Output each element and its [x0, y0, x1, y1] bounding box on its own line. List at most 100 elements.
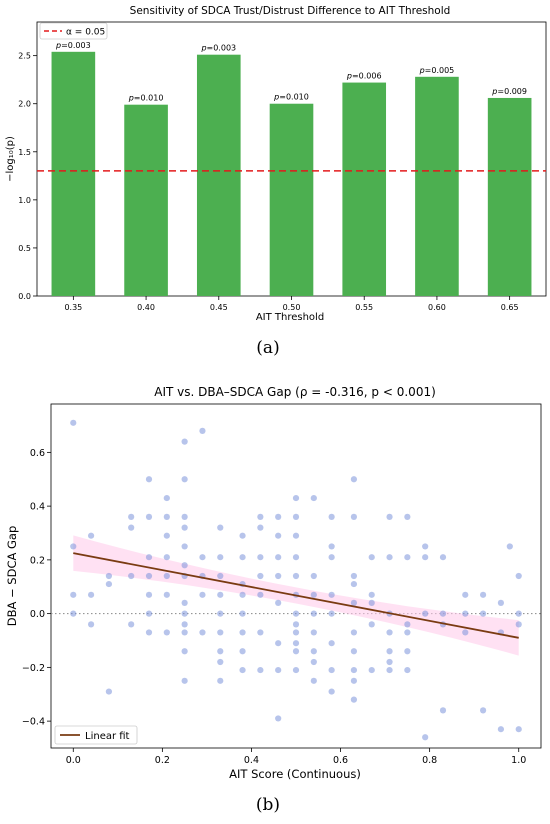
scatter-point — [199, 554, 206, 561]
scatter-point — [368, 591, 375, 598]
chart-a: Sensitivity of SDCA Trust/Distrust Diffe… — [5, 5, 547, 358]
chart-b-legend-label: Linear fit — [85, 731, 130, 742]
scatter-point — [199, 427, 206, 434]
scatter-point — [328, 666, 335, 674]
scatter-point — [328, 591, 335, 598]
scatter-point — [163, 572, 170, 580]
bar-0.40 — [124, 104, 168, 297]
scatter-point — [217, 591, 224, 598]
chart-a-xtick-label: 0.35 — [64, 303, 82, 312]
scatter-point — [328, 554, 335, 561]
scatter-point — [163, 494, 170, 502]
scatter-point — [310, 648, 317, 655]
scatter-point — [292, 621, 300, 628]
chart-a-xtick-label: 0.40 — [137, 303, 155, 312]
scatter-point — [515, 572, 522, 580]
scatter-point — [515, 621, 522, 628]
scatter-point — [292, 610, 300, 617]
scatter-point — [70, 543, 77, 550]
scatter-point — [128, 572, 135, 580]
scatter-point — [439, 554, 447, 561]
scatter-point — [87, 621, 95, 628]
scatter-point — [292, 666, 300, 674]
scatter-point — [404, 621, 411, 628]
scatter-point — [310, 591, 317, 598]
scatter-point — [105, 688, 113, 695]
scatter-point — [181, 476, 188, 483]
scatter-point — [275, 532, 282, 539]
scatter-point — [328, 513, 335, 520]
scatter-point — [163, 554, 170, 561]
scatter-point — [199, 629, 206, 636]
chart-a-ylabel: −log₁₀(p) — [5, 136, 16, 182]
scatter-point — [87, 532, 95, 539]
scatter-point — [239, 648, 246, 655]
bar-label: p=0.009 — [491, 87, 527, 96]
scatter-point — [217, 554, 224, 561]
scatter-point — [239, 591, 246, 598]
chart-a-xtick-label: 0.65 — [501, 303, 519, 312]
scatter-point — [145, 572, 153, 580]
chart-b-xtick-label: 1.0 — [511, 755, 526, 766]
scatter-point — [310, 658, 317, 666]
scatter-point — [350, 696, 358, 703]
scatter-point — [128, 621, 135, 628]
scatter-point — [163, 513, 170, 520]
scatter-point — [515, 610, 522, 617]
bar-label: p=0.005 — [419, 66, 455, 75]
scatter-point — [239, 554, 246, 561]
bar-0.65 — [487, 97, 532, 297]
scatter-point — [275, 666, 282, 674]
chart-a-xtick-label: 0.60 — [428, 303, 446, 312]
scatter-point — [328, 543, 335, 550]
scatter-point — [87, 591, 95, 598]
scatter-point — [515, 726, 522, 733]
scatter-point — [163, 591, 170, 598]
scatter-point — [145, 554, 153, 561]
bar-label: p=0.006 — [346, 72, 382, 81]
chart-a-caption: (a) — [256, 338, 279, 358]
chart-a-ytick-label: 2.0 — [18, 100, 31, 109]
bar-label: p=0.003 — [55, 41, 91, 50]
scatter-point — [292, 648, 300, 655]
scatter-point — [462, 591, 469, 598]
scatter-point — [310, 629, 317, 636]
scatter-point — [257, 591, 264, 598]
scatter-point — [217, 629, 224, 636]
scatter-point — [181, 599, 188, 606]
chart-b-xtick-label: 0.8 — [422, 755, 437, 766]
scatter-point — [506, 543, 513, 550]
scatter-point — [350, 580, 358, 588]
scatter-point — [439, 707, 447, 714]
scatter-point — [404, 629, 411, 636]
scatter-point — [292, 513, 300, 520]
scatter-point — [350, 677, 358, 684]
chart-b-ytick-label: −0.2 — [22, 663, 45, 674]
scatter-point — [275, 599, 282, 606]
chart-a-legend-label: α = 0.05 — [66, 28, 105, 38]
chart-a-ytick-label: 0.0 — [18, 292, 31, 301]
chart-b-xtick-label: 0.2 — [155, 755, 170, 766]
bar-0.60 — [415, 76, 459, 296]
bar-0.45 — [196, 54, 241, 297]
scatter-point — [181, 648, 188, 655]
scatter-point — [292, 554, 300, 561]
scatter-point — [145, 591, 153, 598]
scatter-point — [404, 554, 411, 561]
scatter-point — [328, 688, 335, 695]
chart-a-xtick-label: 0.45 — [210, 303, 228, 312]
scatter-point — [350, 599, 358, 606]
scatter-point — [181, 610, 188, 617]
scatter-point — [404, 648, 411, 655]
scatter-point — [275, 640, 282, 647]
scatter-point — [145, 629, 153, 636]
scatter-point — [386, 648, 393, 655]
scatter-point — [310, 572, 317, 580]
scatter-point — [145, 610, 153, 617]
scatter-point — [497, 599, 505, 606]
scatter-point — [145, 513, 153, 520]
scatter-point — [328, 610, 335, 617]
scatter-point — [368, 621, 375, 628]
scatter-point — [257, 554, 264, 561]
scatter-point — [310, 610, 317, 617]
